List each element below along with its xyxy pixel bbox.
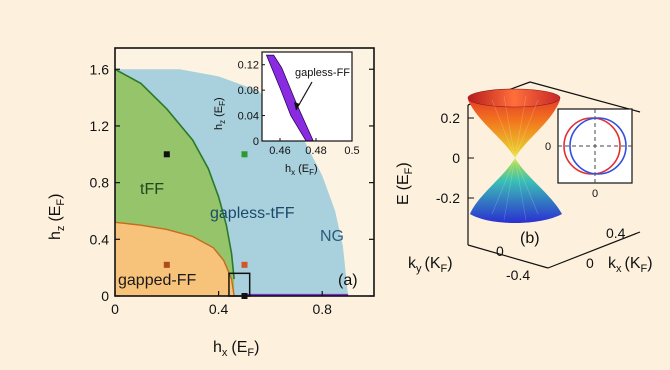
- region-label-gapped-ff: gapped-FF: [118, 272, 196, 289]
- ky-tick-1: -0.4: [506, 267, 530, 283]
- z-tick-label: 0.2: [441, 110, 461, 126]
- x-tick-label: 0.8: [312, 301, 332, 317]
- axis-ticks: 0 0.4 0.8 0 0.4 0.8 1.2 1.6: [90, 61, 374, 317]
- inset-arrowhead: [294, 102, 300, 110]
- region-label-gapless-tff: gapless-tFF: [210, 205, 295, 222]
- inset-y-tick-label: 0.08: [238, 85, 259, 97]
- ky-tick-0: 0: [496, 243, 504, 259]
- upper-cone-rim: [467, 88, 561, 108]
- panel-a: 0 0.4 0.8 0 0.4 0.8 1.2 1.6 gapped-FF tFF gaple…: [47, 47, 375, 359]
- inset-y-tick-label: 0.12: [238, 60, 259, 72]
- marker: [163, 151, 170, 158]
- inset-x-title: hx (EF): [285, 163, 318, 177]
- boundary-tff: [114, 68, 235, 280]
- box-edge-floor-left: [467, 244, 549, 269]
- box-edge-floor-right: [547, 231, 641, 269]
- inset-x-tick-label: 0.48: [305, 145, 326, 157]
- z-axis-title: E(EF): [395, 162, 415, 205]
- boundary-gapped-ff: [114, 221, 235, 297]
- y-tick-label: 1.6: [90, 61, 110, 77]
- y-axis-title: hz(EF): [47, 194, 67, 240]
- inset-frame: [261, 51, 353, 142]
- inset-x-tick-label: 0.46: [269, 145, 290, 157]
- zoom-box: [228, 272, 251, 297]
- upper-cone: [468, 93, 560, 158]
- region-gapped-ff: [115, 222, 235, 296]
- inset-b-ytick: 0: [545, 141, 551, 153]
- x-axis-title: hx (EF): [213, 339, 259, 359]
- x-tick-label: 0.4: [209, 301, 229, 317]
- boundary-lines: [114, 68, 349, 297]
- inset-y-tick-label: 0: [253, 136, 259, 148]
- kx-tick-0: 0.4: [606, 225, 626, 241]
- inset-b: 0 0: [545, 108, 633, 200]
- z-tick-label: 0: [452, 150, 460, 166]
- dirac-cones: [467, 88, 562, 223]
- mesh-lines: [491, 95, 539, 221]
- x-tick-label: 0: [111, 301, 119, 317]
- panel-label-b: (b): [520, 230, 540, 247]
- kx-axis-title: kx (KF): [608, 255, 653, 275]
- inset-annotation: gapless-FF: [295, 67, 350, 79]
- y-tick-label: 0: [101, 288, 109, 304]
- ky-axis-title: ky (KF): [408, 255, 453, 275]
- inset-b-xtick: 0: [592, 188, 598, 200]
- inset-b-blue-circle: [569, 117, 627, 175]
- inset-x-tick-label: 0.5: [344, 145, 359, 157]
- panel-label-a: (a): [338, 272, 358, 289]
- marker: [241, 261, 248, 268]
- kx-tick-1: 0: [586, 255, 594, 271]
- y-tick-label: 1.2: [90, 118, 110, 134]
- panel-b: 0.2 0 -0.2 0 0 (b) E(EF) ky (KF) 0 -0.4: [395, 81, 653, 283]
- marker: [163, 261, 170, 268]
- inset-y-tick-label: 0.04: [238, 111, 259, 123]
- y-tick-label: 0.8: [90, 175, 110, 191]
- inset-ticks: 0.46 0.48 0.5 0 0.04 0.08 0.12: [238, 60, 360, 157]
- z-ticks: 0.2 0 -0.2: [436, 110, 474, 206]
- z-tick-label: -0.2: [436, 190, 460, 206]
- box-edge-top: [529, 81, 641, 113]
- y-tick-label: 0.4: [90, 231, 110, 247]
- lower-cone: [470, 158, 562, 223]
- marker: [241, 151, 248, 158]
- region-label-ng: NG: [320, 228, 344, 245]
- inset-a: 0.46 0.48 0.5 0 0.04 0.08 0.12 gapless-FF hx (E…: [213, 51, 360, 177]
- region-label-tff: tFF: [140, 181, 164, 198]
- inset-y-title: hz(EF): [213, 97, 227, 130]
